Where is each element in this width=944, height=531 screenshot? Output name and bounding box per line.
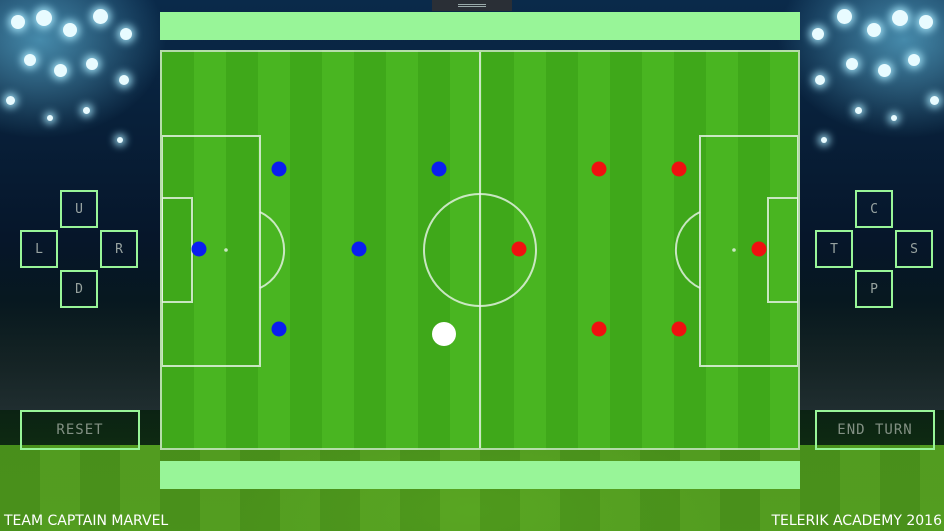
field-markings <box>162 52 798 448</box>
s-button[interactable]: S <box>895 230 933 268</box>
credit-text: TELERIK ACADEMY 2016 <box>771 513 942 529</box>
player-blue-5[interactable] <box>431 161 447 177</box>
top-handle[interactable] <box>432 0 512 11</box>
top-status-bar <box>160 12 800 40</box>
player-red-2[interactable] <box>591 161 607 177</box>
move-down-button[interactable]: D <box>60 270 98 308</box>
player-blue-2[interactable] <box>271 161 287 177</box>
player-blue-1[interactable] <box>191 241 207 257</box>
bottom-status-bar <box>160 461 800 489</box>
move-right-button[interactable]: R <box>100 230 138 268</box>
player-blue-3[interactable] <box>271 321 287 337</box>
soccer-field[interactable] <box>160 50 800 450</box>
grip-icon <box>458 4 486 7</box>
ball[interactable] <box>432 322 456 346</box>
t-button[interactable]: T <box>815 230 853 268</box>
move-up-button[interactable]: U <box>60 190 98 228</box>
reset-button[interactable]: RESET <box>20 410 140 450</box>
p-button[interactable]: P <box>855 270 893 308</box>
player-red-3[interactable] <box>591 321 607 337</box>
c-button[interactable]: C <box>855 190 893 228</box>
player-red-1[interactable] <box>511 241 527 257</box>
move-left-button[interactable]: L <box>20 230 58 268</box>
stadium-stand-right <box>784 300 944 410</box>
player-red-6[interactable] <box>751 241 767 257</box>
end-turn-button[interactable]: END TURN <box>815 410 935 450</box>
team-name: TEAM CAPTAIN MARVEL <box>4 513 169 529</box>
player-red-5[interactable] <box>671 321 687 337</box>
stadium-stand-left <box>0 300 160 410</box>
player-blue-4[interactable] <box>351 241 367 257</box>
player-red-4[interactable] <box>671 161 687 177</box>
